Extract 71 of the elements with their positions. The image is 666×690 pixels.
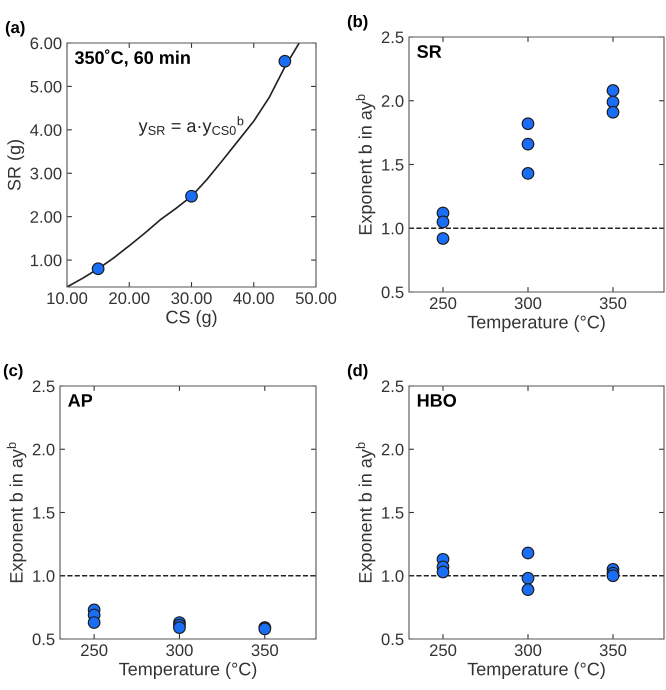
point bbox=[185, 190, 198, 203]
x-tick-label: 300 bbox=[514, 297, 542, 310]
y-tick-label: 0.5 bbox=[382, 633, 404, 646]
x-tick-label: 20.00 bbox=[109, 292, 150, 304]
x-tick-label: 50.00 bbox=[296, 292, 336, 304]
x-axis-title: Temperature (°C) bbox=[119, 662, 256, 680]
point bbox=[278, 54, 292, 68]
point bbox=[92, 262, 104, 276]
x-axis-title: CS (g) bbox=[166, 310, 216, 328]
point bbox=[173, 621, 186, 634]
y-axis-title: Exponent b in ay$^{b}$ bbox=[6, 442, 26, 582]
text: (b) bbox=[348, 15, 368, 31]
x-tick-label: 250 bbox=[81, 644, 108, 656]
y-tick-label: 1.0 bbox=[33, 570, 54, 582]
x-axis-title: Temperature (°C) bbox=[468, 662, 605, 680]
y-tick-label: 0.5 bbox=[382, 286, 404, 298]
y-tick-label: 1.0 bbox=[382, 570, 404, 582]
x-tick-label: 350 bbox=[600, 644, 626, 656]
y-tick-label: 2.5 bbox=[32, 380, 54, 392]
y-tick-label: 3.00 bbox=[30, 168, 62, 180]
y-tick-label: 2.00 bbox=[30, 211, 62, 223]
y-tick-label: 2.5 bbox=[382, 31, 404, 44]
point bbox=[606, 84, 620, 97]
y-tick-label: 2.5 bbox=[382, 380, 404, 392]
y-tick-label: 6.00 bbox=[30, 37, 62, 50]
y-tick-label: 1.5 bbox=[382, 159, 404, 171]
x-tick-label: 300 bbox=[514, 644, 542, 656]
point bbox=[522, 572, 534, 585]
point bbox=[522, 117, 534, 130]
point bbox=[88, 616, 100, 629]
y-tick-label: 5.00 bbox=[30, 80, 62, 93]
annotation: HBO bbox=[418, 394, 456, 407]
point bbox=[522, 546, 534, 560]
point bbox=[522, 138, 534, 150]
y-tick-label: 4.00 bbox=[30, 124, 62, 136]
x-tick-label: 40.00 bbox=[233, 292, 274, 304]
y-axis-title: SR (g) bbox=[7, 140, 24, 190]
point bbox=[436, 232, 450, 245]
x-tick-label: 30.00 bbox=[171, 292, 212, 304]
point bbox=[606, 569, 620, 582]
annotation: SR bbox=[417, 45, 442, 58]
y-tick-label: 1.5 bbox=[33, 507, 54, 519]
y-tick-label: 1.0 bbox=[382, 222, 404, 234]
x-axis-title: Temperature (°C) bbox=[468, 315, 605, 332]
x-tick-label: 300 bbox=[166, 644, 193, 656]
y-tick-label: 2.0 bbox=[382, 95, 404, 107]
point bbox=[606, 96, 620, 108]
x-tick-label: 250 bbox=[430, 297, 456, 310]
y-tick-label: 1.5 bbox=[382, 507, 404, 519]
x-tick-label: 10.00 bbox=[47, 292, 88, 304]
point bbox=[522, 583, 534, 596]
y-tick-label: 2.0 bbox=[32, 444, 54, 456]
y-axis-title: Exponent b in ay$^{b}$ bbox=[356, 442, 376, 582]
point bbox=[436, 216, 450, 228]
annotation: AP bbox=[68, 394, 92, 407]
x-tick-label: 350 bbox=[252, 644, 278, 656]
x-tick-label: 250 bbox=[430, 644, 456, 656]
text: (c) bbox=[4, 364, 23, 380]
annotation: y$_{SR}$ = a·y$_{CS0}$$^{b}$ bbox=[138, 116, 244, 136]
point bbox=[258, 622, 272, 636]
y-tick-label: 1.00 bbox=[30, 254, 62, 266]
x-tick-label: 350 bbox=[600, 297, 626, 310]
y-axis-title: Exponent b in ay$^{b}$ bbox=[356, 94, 376, 234]
point bbox=[436, 566, 450, 578]
text: (a) bbox=[6, 21, 25, 37]
point bbox=[522, 167, 534, 180]
point bbox=[606, 106, 620, 119]
text: (d) bbox=[348, 364, 368, 380]
y-tick-label: 2.0 bbox=[382, 444, 404, 456]
y-tick-label: 0.5 bbox=[32, 633, 54, 646]
annotation: 350˚C, 60 min bbox=[74, 49, 190, 67]
